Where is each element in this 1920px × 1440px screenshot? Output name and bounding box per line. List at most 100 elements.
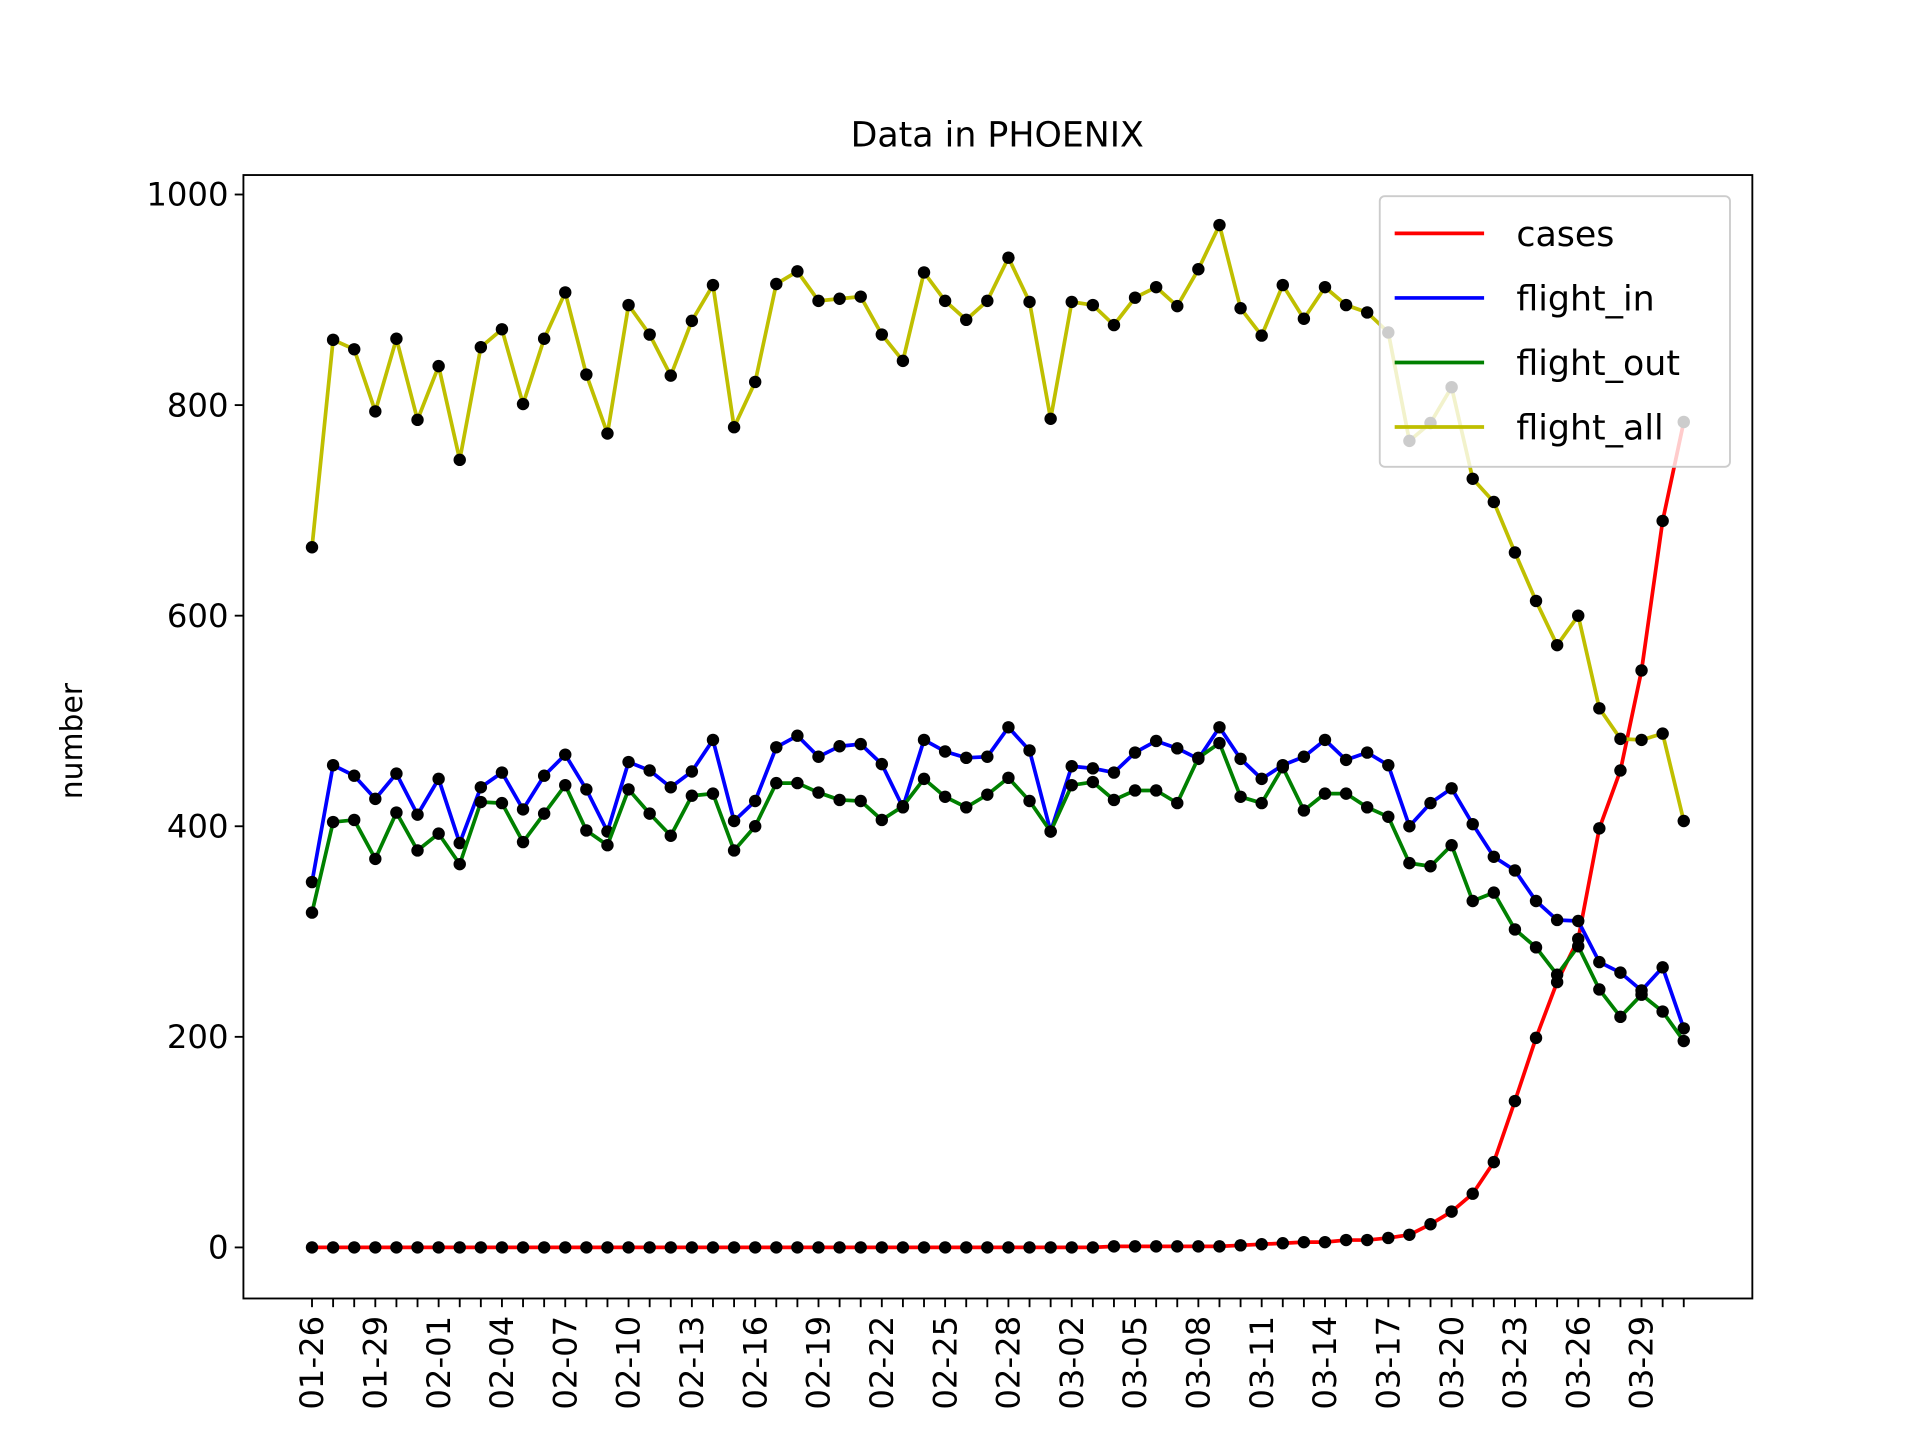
x-tick-label: 02-28 (990, 1316, 1028, 1410)
data-point (453, 453, 466, 467)
data-point (537, 1241, 551, 1254)
y-tick-label: 800 (167, 386, 229, 424)
data-point (1213, 721, 1226, 734)
data-point (1635, 988, 1648, 1001)
data-point (875, 1241, 889, 1254)
data-point (1002, 721, 1015, 734)
data-point (791, 265, 804, 278)
data-point (326, 333, 340, 347)
data-point (1234, 302, 1247, 315)
data-point (1297, 1235, 1311, 1249)
data-point (1360, 801, 1374, 814)
data-point (1593, 983, 1606, 996)
data-point (791, 1241, 804, 1254)
data-point (432, 1241, 445, 1254)
data-point (917, 1241, 931, 1254)
data-point (495, 766, 509, 779)
data-point (305, 875, 319, 889)
data-point (812, 1241, 825, 1254)
x-tick-label: 03-26 (1559, 1316, 1597, 1410)
x-tick-label: 03-05 (1116, 1316, 1154, 1410)
data-point (305, 906, 319, 919)
data-point (1635, 664, 1648, 677)
data-point (495, 323, 509, 336)
data-point (1107, 793, 1121, 807)
data-point (305, 541, 319, 554)
data-point (622, 298, 635, 312)
data-point (896, 354, 910, 368)
data-point (516, 397, 530, 411)
data-point (326, 758, 340, 772)
data-point (453, 857, 466, 871)
data-point (1339, 298, 1353, 312)
data-point (706, 733, 720, 747)
data-point (1382, 810, 1395, 823)
data-point (875, 813, 889, 827)
data-point (1529, 894, 1543, 908)
data-point (1044, 412, 1057, 425)
series-line (310, 741, 1686, 1043)
data-point (390, 332, 403, 345)
data-point (685, 314, 699, 328)
data-point (960, 313, 973, 327)
data-point (875, 757, 889, 771)
data-point (770, 741, 783, 754)
data-point (1044, 825, 1057, 838)
data-point (770, 1241, 783, 1254)
data-point (1508, 923, 1522, 936)
data-point (1614, 1010, 1627, 1024)
x-tick-label: 02-13 (673, 1316, 711, 1410)
data-point (791, 776, 804, 790)
data-point (1192, 1240, 1205, 1253)
data-point (938, 1241, 952, 1254)
data-point (1360, 746, 1374, 759)
data-point (348, 1241, 361, 1254)
data-point (1424, 860, 1437, 873)
data-point (390, 1241, 403, 1254)
data-point (474, 795, 488, 809)
data-point (1255, 329, 1268, 342)
data-point (580, 368, 593, 381)
data-point (1466, 894, 1479, 908)
data-point (1572, 914, 1585, 928)
data-point (727, 814, 741, 828)
data-point (1002, 1241, 1015, 1254)
data-point (938, 294, 952, 308)
data-point (938, 745, 952, 758)
data-point (1128, 746, 1142, 759)
data-point (1508, 864, 1522, 877)
data-point (854, 290, 867, 303)
data-point (474, 340, 488, 354)
data-point (1656, 727, 1669, 740)
data-point (1023, 744, 1036, 757)
data-point (1318, 1235, 1332, 1249)
x-tick-label: 02-25 (926, 1316, 964, 1410)
data-point (1487, 886, 1501, 899)
y-axis-label: number (55, 682, 90, 799)
data-point (622, 755, 635, 769)
data-point (516, 835, 530, 849)
data-point (1149, 784, 1163, 797)
data-point (1466, 1187, 1479, 1200)
data-point (1234, 1239, 1247, 1252)
data-point (580, 1241, 593, 1254)
data-point (411, 808, 424, 821)
data-point (1550, 638, 1564, 652)
x-tick-label: 02-04 (483, 1316, 521, 1410)
data-point (1550, 913, 1564, 927)
data-point (1318, 787, 1332, 800)
data-point (791, 729, 804, 742)
data-point (664, 829, 677, 842)
data-point (537, 769, 551, 782)
data-point (1297, 750, 1311, 763)
data-point (1065, 295, 1078, 309)
data-point (1466, 472, 1479, 486)
data-point (1529, 1031, 1543, 1045)
data-point (896, 800, 910, 813)
data-point (1213, 218, 1226, 232)
data-point (1192, 751, 1205, 765)
x-tick-label: 03-02 (1053, 1316, 1091, 1410)
data-point (1255, 796, 1268, 810)
data-point (1149, 1240, 1163, 1253)
